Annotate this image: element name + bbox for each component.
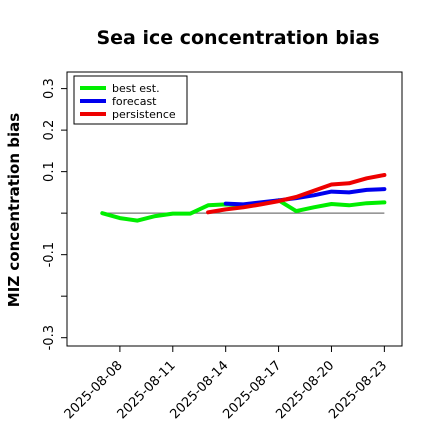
plot-area: -0.3-0.10.10.20.32025-08-082025-08-11202…: [42, 71, 403, 422]
legend-label: best est.: [112, 82, 160, 95]
series-line-persistence: [206, 173, 387, 215]
plot-frame: [66, 71, 403, 347]
y-axis-label: MIZ concentration bias: [5, 113, 23, 307]
series-line-forecast: [223, 187, 387, 207]
y-tick-label: -0.3: [42, 325, 57, 350]
legend-label: forecast: [112, 95, 157, 108]
legend-label: persistence: [112, 108, 176, 121]
chart-title: Sea ice concentration bias: [96, 27, 379, 49]
y-tick-label: -0.1: [42, 242, 57, 267]
y-tick-label: 0.3: [42, 78, 57, 99]
y-tick-label: 0.2: [42, 120, 57, 141]
y-tick-label: 0.1: [42, 161, 57, 182]
